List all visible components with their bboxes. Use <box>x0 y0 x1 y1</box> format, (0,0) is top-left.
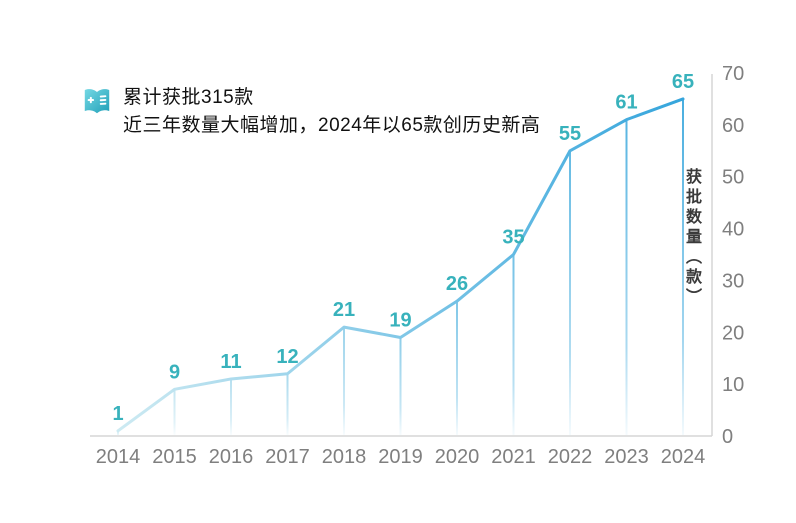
data-label: 11 <box>220 351 241 373</box>
y-tick-label: 0 <box>722 426 733 448</box>
data-label: 9 <box>169 361 180 383</box>
x-tick-label: 2022 <box>548 446 593 468</box>
x-tick-label: 2018 <box>322 446 367 468</box>
x-tick-label: 2021 <box>491 446 536 468</box>
data-label: 21 <box>333 299 355 321</box>
data-label: 55 <box>559 123 581 145</box>
x-tick-label: 2019 <box>378 446 423 468</box>
y-tick-label: 20 <box>722 322 744 344</box>
y-tick-label: 70 <box>722 63 744 85</box>
x-tick-label: 2016 <box>209 446 254 468</box>
y-tick-label: 30 <box>722 270 744 292</box>
y-axis-title: 获批数量（款） <box>683 168 700 308</box>
data-label: 35 <box>502 226 524 248</box>
data-label: 1 <box>112 403 123 425</box>
x-tick-label: 2015 <box>152 446 197 468</box>
x-tick-label: 2014 <box>96 446 141 468</box>
chart-title: 累计获批315款 <box>123 87 254 108</box>
chart-header: 累计获批315款 近三年数量大幅增加，2024年以65款创历史新高 <box>80 84 540 140</box>
data-label: 26 <box>446 273 468 295</box>
series-line <box>116 97 685 433</box>
y-tick-label: 10 <box>722 374 744 396</box>
data-label: 19 <box>389 309 411 331</box>
chart-subtitle: 近三年数量大幅增加，2024年以65款创历史新高 <box>123 115 541 136</box>
data-label: 65 <box>672 71 694 93</box>
x-tick-label: 2023 <box>604 446 649 468</box>
x-tick-label: 2024 <box>661 446 706 468</box>
data-label: 12 <box>276 346 298 368</box>
y-tick-label: 50 <box>722 167 744 189</box>
y-tick-label: 60 <box>722 115 744 137</box>
notebook-plus-icon <box>80 85 114 119</box>
y-tick-label: 40 <box>722 219 744 241</box>
chart-title-block: 累计获批315款 近三年数量大幅增加，2024年以65款创历史新高 <box>123 84 540 140</box>
x-tick-label: 2017 <box>265 446 310 468</box>
data-label: 61 <box>615 92 637 114</box>
x-tick-label: 2020 <box>435 446 480 468</box>
